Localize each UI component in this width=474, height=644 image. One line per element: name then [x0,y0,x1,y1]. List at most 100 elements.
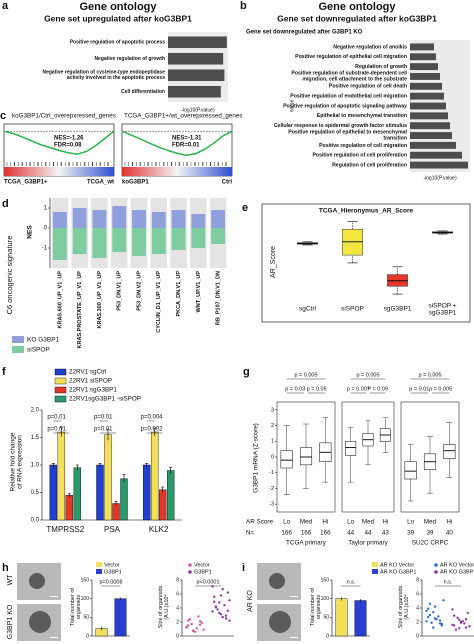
data-point [433,605,437,608]
legend-label: 22RV1sgG3BP1 -siSPOP [69,396,141,403]
p-value: p=0.002 [141,427,164,433]
bar [104,434,112,521]
data-point [185,625,188,629]
data-point [197,615,200,618]
bar [49,464,58,521]
legend-label: G3BP1 [194,569,212,575]
data-point [188,618,192,621]
bar [150,431,159,521]
data-point [453,624,456,627]
y-tick-label: 0 [326,633,329,639]
data-point [432,611,435,614]
legend-label: siSPOP [27,347,50,354]
y-tick-label: 0 [176,633,179,639]
category-label: KRAS.PROSTATE_UP_V1_UP [77,271,83,349]
bar [132,228,146,256]
bar [410,43,434,51]
bar [57,431,66,521]
category-label: Regulation of growth [355,64,407,70]
p-value: p = 0.005 [356,372,379,378]
legend-swatch [372,569,378,574]
bar [410,53,436,61]
legend-swatch [372,562,378,567]
box-label: Med [424,519,437,526]
p-value: p=0.01 [94,415,113,421]
y-tick-label: 1 [271,439,274,445]
n-value: 44 [364,530,372,537]
bar [410,82,442,90]
box-label: Lo [347,519,355,526]
data-point [458,618,461,622]
p-value: p=0.01 [47,427,66,433]
bar [410,141,456,149]
legend-label: AR KO Vector [440,562,474,568]
y-tick-label: 2 [271,423,274,429]
y-axis-label: Size of organoids(A.U.)x10⁴ [398,586,410,629]
category-label: Negative regulation of anoikis [333,44,407,50]
bar [410,161,468,169]
group-label: SU2C CRPC [412,540,449,547]
p-value: p=0.01 [47,415,66,421]
bar [114,598,127,637]
category-label: P53_DN.V2_UP [136,271,142,311]
category-label: Cell differentiation [121,89,165,95]
y-tick-label: 1.5 [31,435,40,441]
bar [142,464,151,521]
y-tick-label: -3 [269,502,274,508]
legend-swatch [12,336,24,343]
y-axis-label: Total number oforganoids [310,588,322,626]
legend-swatch [12,346,24,353]
data-point [195,627,198,630]
legend-swatch [96,569,102,574]
category-label: KRAS.600_UP_V1_UP [57,271,63,329]
legend-label: 22RV1 sgG3BP1 [69,387,117,394]
p-value: p=0.004 [141,415,164,421]
bar [171,228,186,250]
inner-title: Gene set downregulated after G3BP1 KO [246,30,363,36]
y-tick-label: 2 [416,619,419,625]
data-point [453,614,456,617]
data-point [438,619,442,622]
bar [410,92,444,100]
y-tick-label: 2 [176,619,179,625]
left-label: koG3BP1 [122,180,149,186]
data-point [221,587,224,591]
bar [354,600,367,637]
y-tick-label: 6 [416,591,419,597]
data-point [216,608,219,611]
n-value: 44 [347,530,355,537]
p-value: n.s. [444,579,453,585]
bar [92,228,107,258]
y-tick-label: 0 [416,633,419,639]
category-label: siSPOP [341,306,364,313]
axis-label: NES [27,225,34,239]
data-point [218,611,221,615]
data-point [224,614,228,617]
category-label: sgG3BP1 [384,306,412,313]
p-value: p = 0.01 [409,386,429,392]
rank-gradient [122,167,232,176]
legend-swatch [54,368,67,376]
data-point [228,619,231,622]
data-point [442,599,445,602]
y-axis-label: G3BP1 mRNA (Z-score) [253,423,260,493]
rank-gradient [4,167,114,176]
category-label: Positive regulation of cell death [329,84,407,90]
row-label: WT [7,574,14,586]
y-tick-label: 0.5 [31,490,40,496]
row-label: AR KO [247,590,254,612]
y-tick-label: 150 [321,577,330,583]
data-point [192,629,195,633]
category-label: P53_DN.V1_UP [117,271,123,311]
category-label: Epithelial to mesenchymal transition [317,113,407,119]
organoid-image [269,611,291,633]
data-point [219,613,223,616]
bar [151,228,166,254]
data-point [214,605,218,608]
x-axis-label: -log10(P.value) [181,107,215,113]
data-point [430,621,433,624]
legend-label: 22RV1 sgCtrl [69,369,106,376]
group-label: Taylor primary [348,540,388,547]
legend-label: Vector [194,562,210,568]
